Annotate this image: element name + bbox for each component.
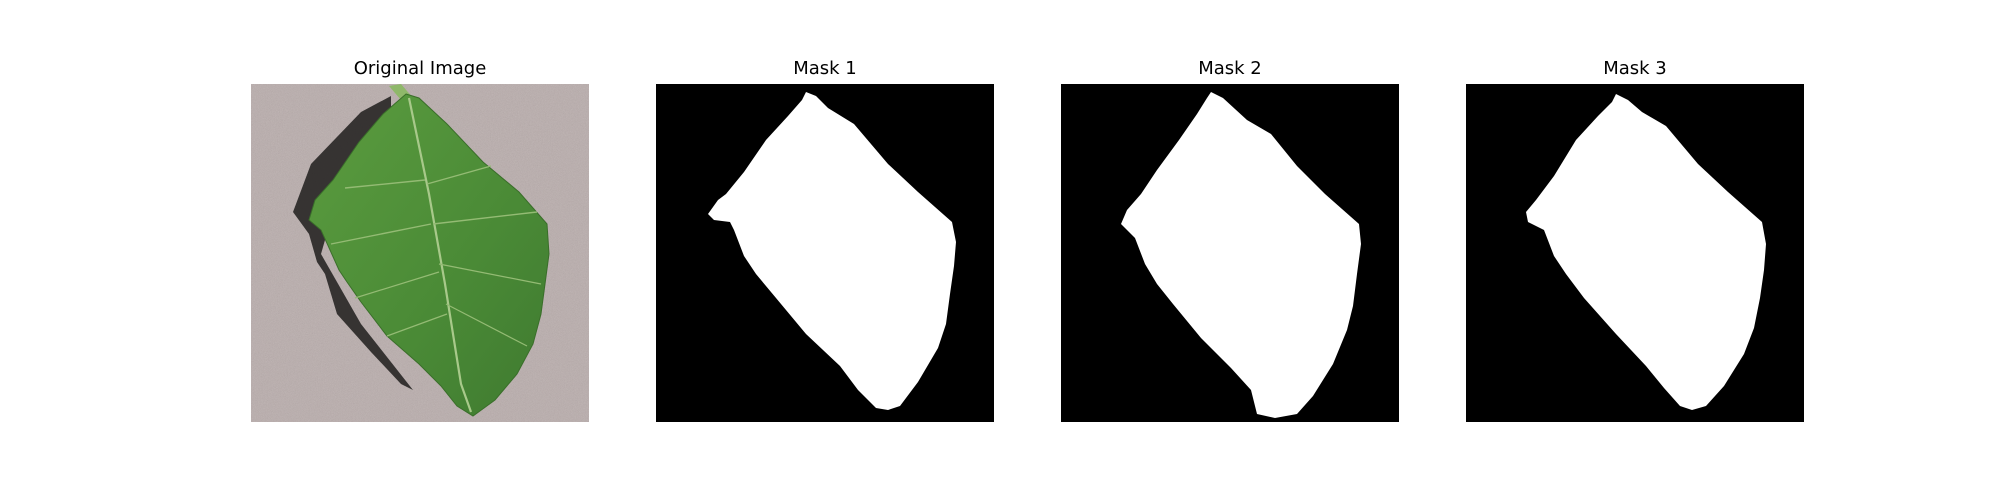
mask-3-image <box>1466 84 1804 422</box>
mask-1-image <box>656 84 994 422</box>
mask-2-image <box>1061 84 1399 422</box>
mask-3-panel: Mask 3 <box>1466 0 1804 500</box>
panel-title: Mask 2 <box>1198 58 1262 79</box>
panel-title: Mask 1 <box>793 58 857 79</box>
original-image-panel: Original Image <box>251 0 589 500</box>
mask-1-panel: Mask 1 <box>656 0 994 500</box>
original-image <box>251 84 589 422</box>
panel-title: Original Image <box>353 58 487 79</box>
mask-2-panel: Mask 2 <box>1061 0 1399 500</box>
panel-title: Mask 3 <box>1603 58 1667 79</box>
